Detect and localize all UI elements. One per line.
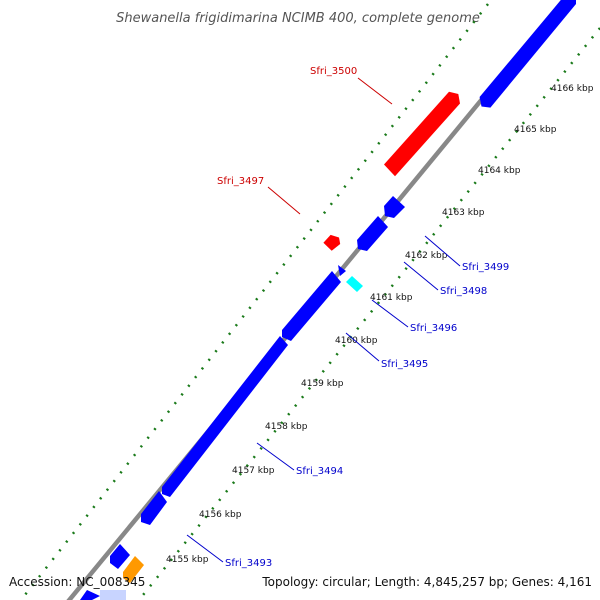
- tick-4157: 4157 kbp: [232, 466, 275, 476]
- tick-4165: 4165 kbp: [514, 125, 557, 135]
- tick-4166: 4166 kbp: [551, 84, 594, 94]
- tick-4160: 4160 kbp: [335, 336, 378, 346]
- tick-4162: 4162 kbp: [405, 251, 448, 261]
- leader-sfri-3494: [256, 442, 295, 471]
- gene-sfri-3496[interactable]: [346, 276, 363, 292]
- gene-bottom-partial: [100, 590, 126, 600]
- genome-summary: Topology: circular; Length: 4,845,257 bp…: [262, 575, 592, 589]
- tick-4161: 4161 kbp: [370, 293, 413, 303]
- tick-4163: 4163 kbp: [442, 208, 485, 218]
- leader-sfri-3498: [403, 261, 439, 291]
- gene-blue-top[interactable]: [479, 0, 576, 108]
- gene-sfri-3497[interactable]: [323, 234, 341, 251]
- label-sfri-3498[interactable]: Sfri_3498: [440, 286, 487, 297]
- gene-sfri-3498[interactable]: [357, 216, 388, 251]
- gene-orange[interactable]: [123, 556, 144, 583]
- leader-sfri-3499: [424, 235, 461, 267]
- tick-4155: 4155 kbp: [166, 555, 209, 565]
- label-sfri-3500[interactable]: Sfri_3500: [310, 66, 357, 77]
- label-sfri-3496[interactable]: Sfri_3496: [410, 323, 457, 334]
- gene-small-blue[interactable]: [338, 265, 346, 276]
- tick-4158: 4158 kbp: [265, 422, 308, 432]
- label-sfri-3494[interactable]: Sfri_3494: [296, 466, 343, 477]
- accession-text: Accession: NC_008345: [9, 575, 146, 589]
- leader-sfri-3500: [357, 77, 393, 105]
- gc-track-inner: [138, 27, 600, 600]
- label-sfri-3495[interactable]: Sfri_3495: [381, 359, 428, 370]
- gene-sfri-3494[interactable]: [162, 336, 288, 497]
- label-sfri-3493[interactable]: Sfri_3493: [225, 558, 272, 569]
- gene-sfri-3495[interactable]: [282, 271, 341, 341]
- gene-blue-bottom[interactable]: [110, 544, 130, 569]
- map-title: Shewanella frigidimarina NCIMB 400, comp…: [116, 11, 480, 26]
- gene-blue-corner[interactable]: [80, 590, 100, 600]
- gene-sfri-3493[interactable]: [141, 491, 167, 525]
- leader-sfri-3496: [371, 299, 409, 328]
- leader-sfri-3493: [186, 534, 224, 563]
- tick-4156: 4156 kbp: [199, 510, 242, 520]
- gc-track-outer: [20, 3, 489, 600]
- gene-sfri-3499[interactable]: [384, 196, 405, 218]
- tick-4159: 4159 kbp: [301, 379, 344, 389]
- label-sfri-3499[interactable]: Sfri_3499: [462, 262, 509, 273]
- label-sfri-3497[interactable]: Sfri_3497: [217, 176, 264, 187]
- gene-sfri-3500[interactable]: [384, 91, 460, 177]
- leader-sfri-3497: [267, 186, 301, 215]
- tick-4164: 4164 kbp: [478, 166, 521, 176]
- leader-sfri-3495: [345, 332, 380, 362]
